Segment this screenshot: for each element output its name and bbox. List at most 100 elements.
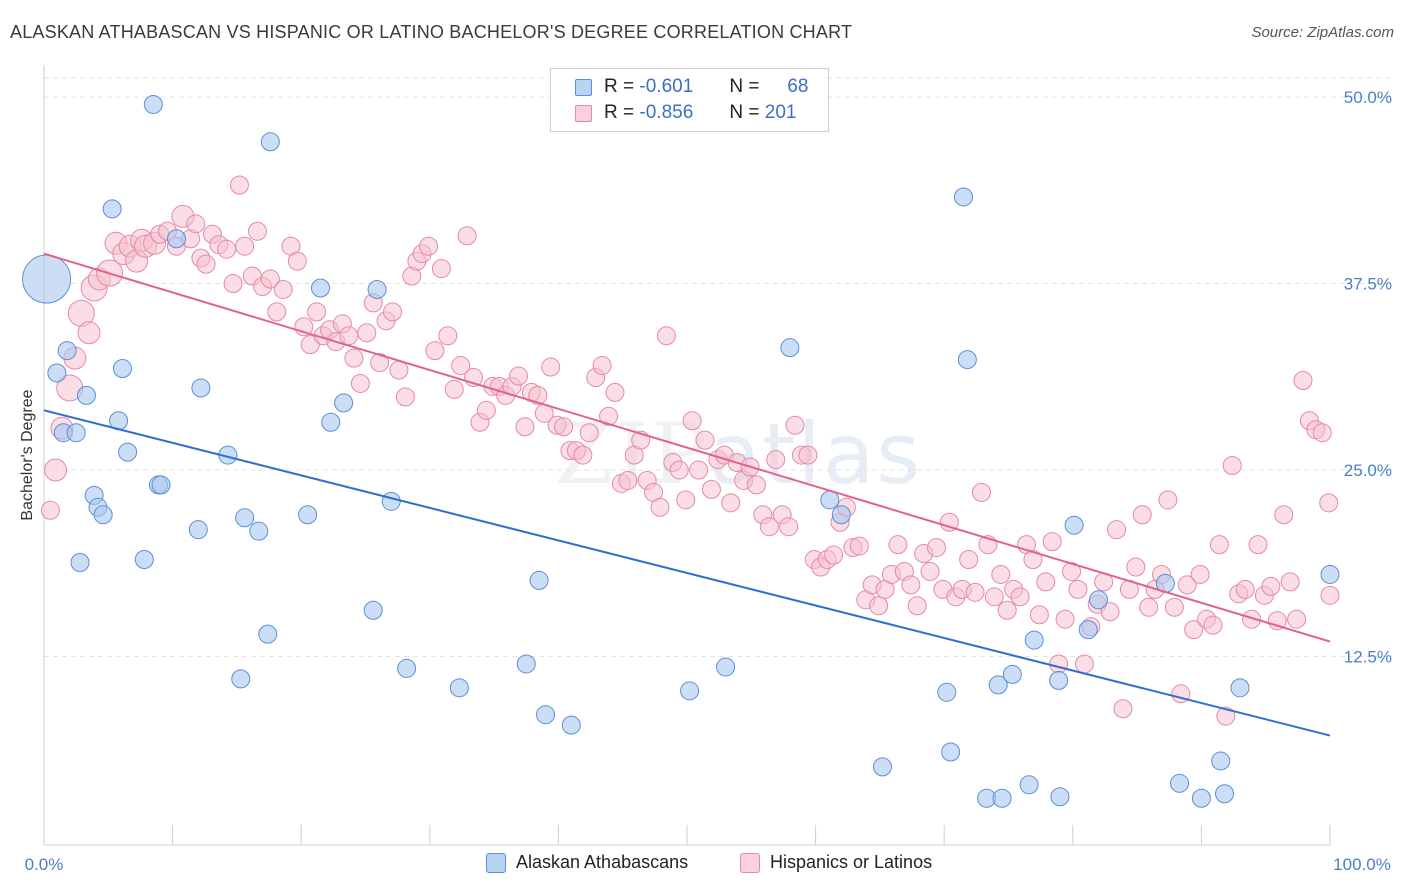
data-point-hispanics <box>689 460 709 480</box>
data-point-hispanics <box>247 221 267 241</box>
data-point-athabascan <box>1089 590 1109 610</box>
data-point-athabascan <box>529 570 549 590</box>
data-point-hispanics <box>1107 520 1127 540</box>
data-point-hispanics <box>1177 575 1197 595</box>
data-point-hispanics <box>509 366 529 386</box>
data-point-athabascan <box>561 715 581 735</box>
data-point-hispanics <box>1049 654 1069 674</box>
data-point-hispanics <box>721 493 741 513</box>
data-point-hispanics <box>287 251 307 271</box>
data-point-hispanics <box>779 517 799 537</box>
data-point-hispanics <box>991 564 1011 584</box>
data-point-athabascan <box>872 757 892 777</box>
data-point-athabascan <box>143 94 163 114</box>
data-point-hispanics <box>1029 605 1049 625</box>
data-point-hispanics <box>869 596 889 616</box>
data-point-hispanics <box>579 423 599 443</box>
data-point-hispanics <box>965 582 985 602</box>
data-point-athabascan <box>1078 620 1098 640</box>
tick-labels: 12.5% 25.0% 37.5% 50.0% 0.0% 100.0% <box>25 88 1392 874</box>
data-point-athabascan <box>57 341 77 361</box>
data-point-hispanics <box>1126 557 1146 577</box>
data-point-athabascan <box>334 393 354 413</box>
axes <box>43 65 1331 846</box>
data-point-athabascan <box>941 742 961 762</box>
data-point-hispanics <box>618 470 638 490</box>
legend-item-hispanics[interactable]: Hispanics or Latinos <box>740 852 932 873</box>
data-point-hispanics <box>907 596 927 616</box>
data-point-athabascan <box>249 521 269 541</box>
data-point-athabascan <box>988 675 1008 695</box>
data-point-hispanics <box>44 458 68 482</box>
data-point-hispanics <box>759 517 779 537</box>
data-point-hispanics <box>307 302 327 322</box>
data-point-athabascan <box>298 505 318 525</box>
data-point-hispanics <box>1319 493 1339 513</box>
data-point-hispanics <box>1274 505 1294 525</box>
data-point-athabascan <box>1170 773 1190 793</box>
data-point-hispanics <box>267 302 287 322</box>
data-point-athabascan <box>957 350 977 370</box>
data-point-hispanics <box>888 535 908 555</box>
data-point-hispanics <box>1100 602 1120 622</box>
series-hispanics-points <box>40 175 1340 726</box>
data-point-athabascan <box>93 505 113 525</box>
data-point-hispanics <box>395 387 415 407</box>
data-point-hispanics <box>701 479 721 499</box>
data-point-hispanics <box>1062 561 1082 581</box>
data-point-athabascan <box>367 279 387 299</box>
data-point-hispanics <box>1132 505 1152 525</box>
data-point-athabascan <box>937 682 957 702</box>
legend-swatch-blue <box>486 852 506 873</box>
data-point-hispanics <box>444 379 464 399</box>
data-point-athabascan <box>831 505 851 525</box>
trend-line-hispanics <box>43 252 1331 643</box>
data-point-hispanics <box>528 385 548 405</box>
data-point-hispanics <box>383 302 403 322</box>
legend-row-hispanics: R = -0.856 N = 201 <box>575 100 796 126</box>
legend-n-label: N = <box>729 102 760 123</box>
data-point-athabascan <box>258 624 278 644</box>
data-point-hispanics <box>1320 585 1340 605</box>
data-point-hispanics <box>971 482 991 502</box>
data-point-hispanics <box>650 497 670 517</box>
data-point-hispanics <box>1280 572 1300 592</box>
data-point-hispanics <box>656 326 676 346</box>
legend-n-label: N = <box>729 76 760 97</box>
data-point-hispanics <box>682 411 702 431</box>
data-point-hispanics <box>1222 456 1242 476</box>
data-point-athabascan <box>1064 515 1084 535</box>
data-point-hispanics <box>573 445 593 465</box>
data-point-hispanics <box>1184 620 1204 640</box>
data-point-athabascan <box>1002 664 1022 684</box>
data-point-athabascan <box>188 520 208 540</box>
data-point-hispanics <box>824 545 844 565</box>
data-point-hispanics <box>77 321 101 345</box>
data-point-athabascan <box>118 442 138 462</box>
data-point-athabascan <box>1024 630 1044 650</box>
legend-r-value: -0.601 <box>639 76 694 97</box>
data-point-hispanics <box>419 236 439 256</box>
data-point-athabascan <box>70 553 90 573</box>
gridlines <box>44 77 1392 657</box>
data-point-hispanics <box>425 341 445 361</box>
legend-item-athabascans[interactable]: Alaskan Athabascans <box>486 852 688 873</box>
data-point-athabascan <box>22 254 72 304</box>
legend-n-value: 201 <box>764 102 797 123</box>
data-point-athabascan <box>310 278 330 298</box>
y-tick-label: 12.5% <box>1344 648 1392 667</box>
legend-item-label: Alaskan Athabascans <box>516 852 689 872</box>
trend-line-athabascan <box>43 409 1331 737</box>
data-point-hispanics <box>541 357 561 377</box>
legend-r-label: R = <box>604 76 635 97</box>
legend-item-label: Hispanics or Latinos <box>770 852 933 872</box>
data-point-hispanics <box>40 500 60 520</box>
data-point-athabascan <box>66 423 86 443</box>
data-point-hispanics <box>431 259 451 279</box>
data-point-hispanics <box>515 417 535 437</box>
data-point-hispanics <box>695 430 715 450</box>
data-point-hispanics <box>223 274 243 293</box>
data-point-hispanics <box>1248 535 1268 555</box>
legend-swatch-blue <box>575 78 592 96</box>
data-point-hispanics <box>592 356 612 376</box>
